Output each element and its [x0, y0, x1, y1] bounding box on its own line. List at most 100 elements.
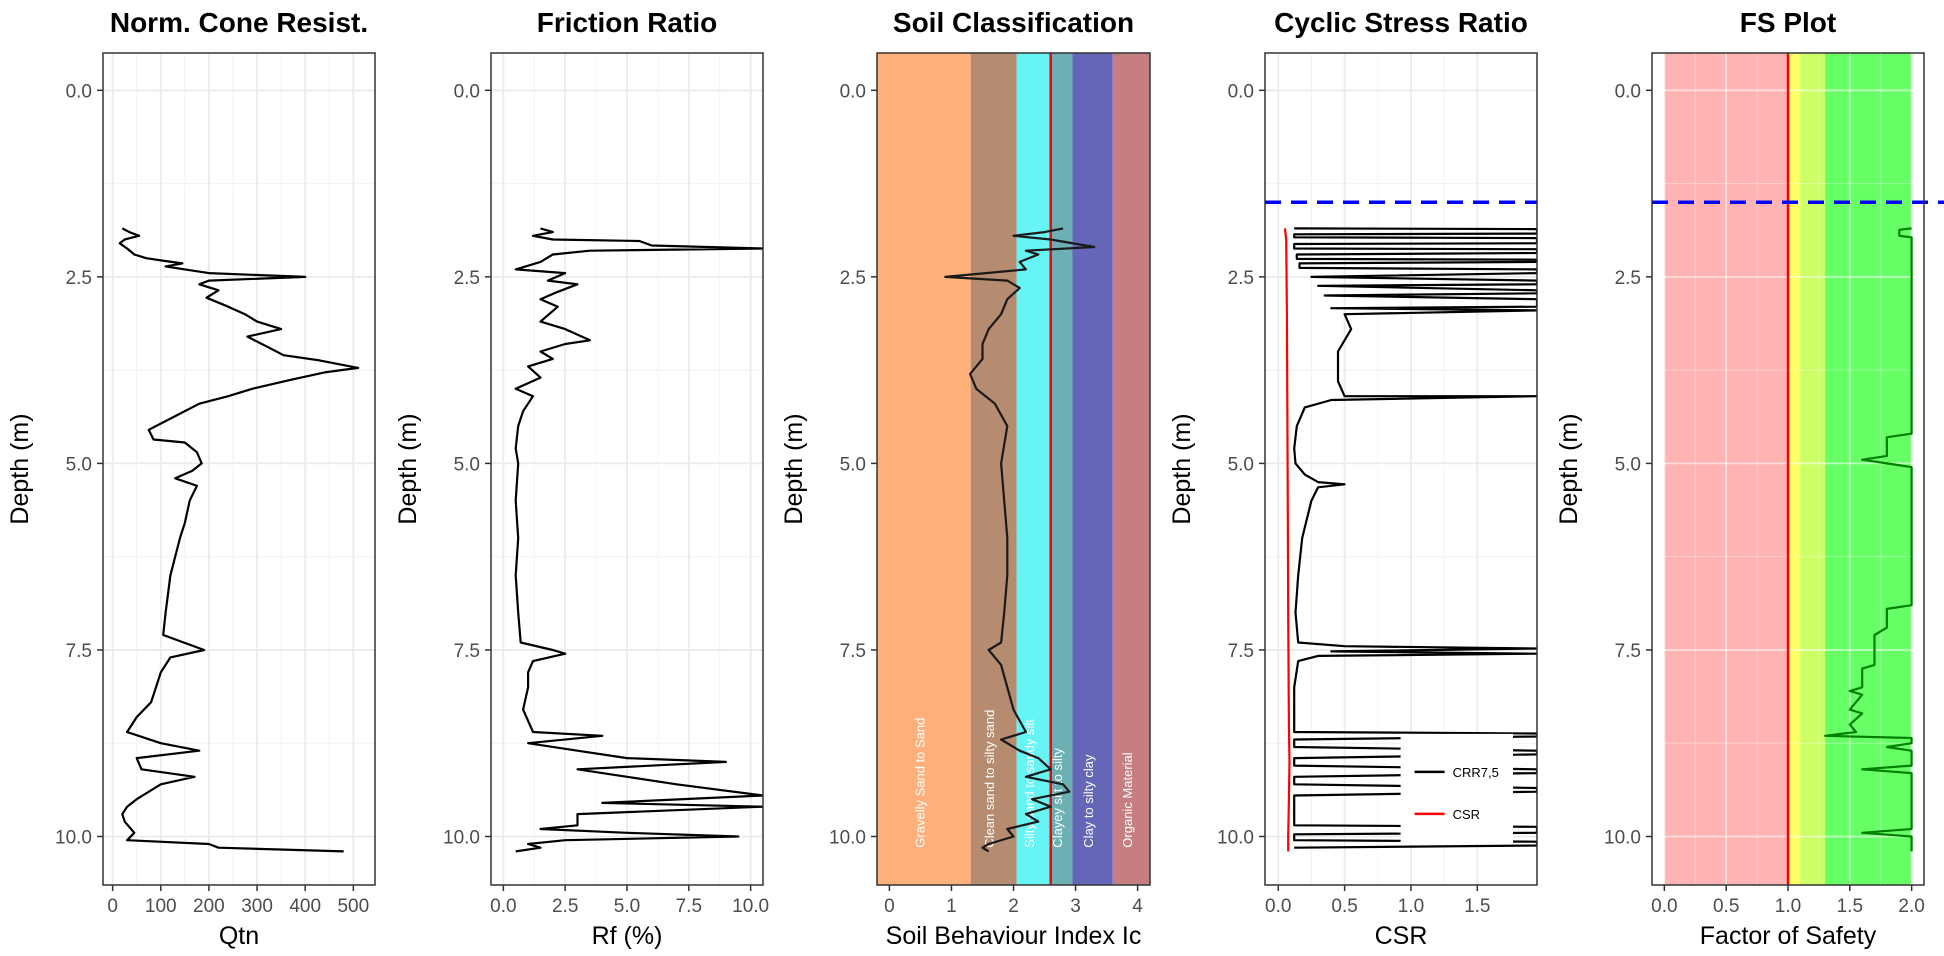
- x-axis-title: Rf (%): [592, 922, 663, 950]
- x-tick-label: 500: [337, 896, 369, 917]
- y-tick-label: 10.0: [1604, 827, 1641, 848]
- y-tick-label: 2.5: [66, 268, 92, 289]
- panel-5: 0.0 2.5 5.0 7.5 10.0 0.0 0.5 1.0 1.5 2.0 FS Plot Fa…: [1555, 7, 1944, 950]
- series-line: [514, 227, 763, 853]
- x-tick-label: 0.0: [1651, 896, 1677, 917]
- y-tick-label: 10.0: [55, 827, 92, 848]
- zone-label: Silty sand to sandy silt: [1022, 719, 1037, 848]
- y-axis-title: Depth (m): [6, 413, 34, 524]
- x-axis-title: Factor of Safety: [1700, 922, 1877, 950]
- y-tick-label: 7.5: [454, 641, 480, 662]
- panel-border: [1264, 52, 1538, 886]
- zone-label: Gravelly Sand to Sand: [912, 718, 927, 848]
- y-tick-label: 0.0: [66, 81, 92, 102]
- y-tick-label: 5.0: [1615, 454, 1641, 475]
- zone-label: Clay to silty clay: [1081, 754, 1096, 848]
- x-tick-label: 300: [241, 896, 273, 917]
- y-tick-label: 2.5: [454, 268, 480, 289]
- panel-4: CRR7,5 CSR 0.0 2.5 5.0 7.5 10.0 0.0 0.5 1.0 1.5 Cyc…: [1168, 7, 1538, 950]
- legend-background: [1400, 733, 1513, 844]
- plot-background: [103, 53, 375, 885]
- panel-title: Soil Classification: [893, 7, 1134, 38]
- gridlines: [491, 53, 763, 885]
- x-tick-label: 0.5: [1331, 896, 1357, 917]
- y-axis-title: Depth (m): [780, 413, 808, 524]
- panel-title: Cyclic Stress Ratio: [1274, 7, 1528, 38]
- x-tick-label: 1.0: [1775, 896, 1801, 917]
- x-tick-label: 5.0: [614, 896, 640, 917]
- series-line: [1824, 227, 1913, 852]
- y-tick-label: 0.0: [454, 81, 480, 102]
- y-tick-label: 10.0: [829, 827, 866, 848]
- x-axis-title: Qtn: [219, 922, 259, 950]
- x-tick-label: 100: [145, 896, 177, 917]
- y-tick-label: 7.5: [840, 641, 866, 662]
- y-tick-label: 2.5: [1228, 268, 1254, 289]
- legend: CRR7,5 CSR: [1400, 733, 1513, 844]
- x-tick-label: 0: [107, 896, 118, 917]
- gridlines: [103, 53, 375, 885]
- x-tick-label: 0.0: [1265, 896, 1291, 917]
- zone-band: [1112, 53, 1150, 885]
- series-line: [118, 227, 360, 853]
- panel-1: 0.0 2.5 5.0 7.5 10.0 0 100 200 300 400 500 Norm. Co…: [6, 7, 376, 950]
- legend-label: CSR: [1453, 807, 1480, 822]
- y-tick-label: 0.0: [840, 81, 866, 102]
- zone-band: [1800, 53, 1826, 885]
- x-tick-label: 3: [1070, 896, 1081, 917]
- zone-band: [1788, 53, 1801, 885]
- x-axis-title: CSR: [1375, 922, 1428, 950]
- x-axis-title: Soil Behaviour Index Ic: [886, 922, 1142, 950]
- x-tick-label: 2.0: [1898, 896, 1924, 917]
- y-tick-label: 0.0: [1228, 81, 1254, 102]
- panel-title: Friction Ratio: [537, 7, 717, 38]
- series-line: [944, 227, 1096, 853]
- y-tick-label: 7.5: [66, 641, 92, 662]
- y-tick-label: 5.0: [840, 454, 866, 475]
- y-tick-label: 10.0: [443, 827, 480, 848]
- x-tick-label: 2: [1008, 896, 1019, 917]
- x-tick-label: 10.0: [732, 896, 769, 917]
- zone-label: Clayey silt to silty: [1050, 748, 1065, 848]
- panel-2: 0.0 2.5 5.0 7.5 10.0 0.0 2.5 5.0 7.5 10.0 Friction…: [394, 7, 769, 950]
- y-tick-label: 7.5: [1615, 641, 1641, 662]
- zone-band: [1072, 53, 1113, 885]
- panel-title: Norm. Cone Resist.: [110, 7, 368, 38]
- y-axis-title: Depth (m): [1555, 413, 1583, 524]
- y-tick-label: 5.0: [1228, 454, 1254, 475]
- x-tick-label: 1: [946, 896, 957, 917]
- zone-band: [1825, 53, 1912, 885]
- zone-label: Organic Material: [1120, 752, 1135, 847]
- panel-3: Gravelly Sand to Sand Clean sand to silty…: [780, 7, 1151, 950]
- panel-border: [102, 52, 376, 886]
- series-line-crr75: [1293, 227, 1537, 849]
- x-tick-label: 1.5: [1464, 896, 1490, 917]
- y-tick-label: 2.5: [840, 268, 866, 289]
- y-tick-label: 0.0: [1615, 81, 1641, 102]
- x-tick-label: 2.5: [552, 896, 578, 917]
- legend-label: CRR7,5: [1453, 765, 1499, 780]
- y-tick-label: 10.0: [1217, 827, 1254, 848]
- zone-label: Clean sand to silty sand: [982, 710, 997, 848]
- x-tick-label: 200: [193, 896, 225, 917]
- zone-band: [970, 53, 1017, 885]
- zone-band: [1016, 53, 1051, 885]
- y-tick-label: 5.0: [454, 454, 480, 475]
- x-tick-label: 7.5: [676, 896, 702, 917]
- y-axis-title: Depth (m): [1168, 413, 1196, 524]
- zone-band: [1050, 53, 1073, 885]
- zone-band: [877, 53, 971, 885]
- series-line-csr: [1283, 228, 1291, 852]
- x-tick-label: 0.5: [1713, 896, 1739, 917]
- x-tick-label: 400: [289, 896, 321, 917]
- y-axis-title: Depth (m): [394, 413, 422, 524]
- y-tick-label: 5.0: [66, 454, 92, 475]
- x-tick-label: 0.0: [490, 896, 516, 917]
- panel-title: FS Plot: [1740, 7, 1836, 38]
- x-tick-label: 4: [1132, 896, 1143, 917]
- x-tick-label: 1.0: [1398, 896, 1424, 917]
- x-tick-label: 1.5: [1837, 896, 1863, 917]
- x-tick-label: 0: [884, 896, 895, 917]
